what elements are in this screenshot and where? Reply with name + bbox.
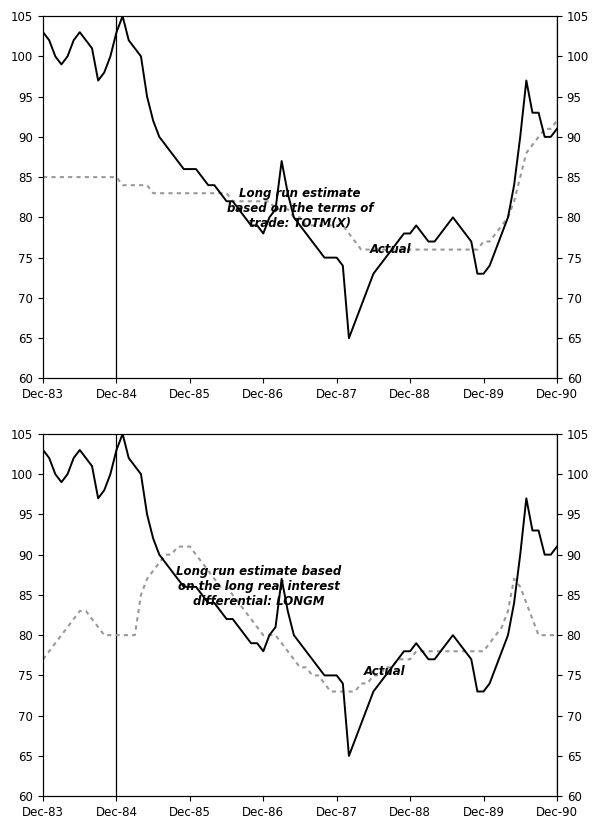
Text: Long run estimate
based on the terms of
trade: TOTM(X): Long run estimate based on the terms of … (227, 187, 373, 230)
Text: Long run estimate based
on the long real interest
differential: LONGM: Long run estimate based on the long real… (176, 564, 341, 608)
Text: Actual: Actual (370, 243, 411, 256)
Text: Actual: Actual (364, 665, 406, 677)
